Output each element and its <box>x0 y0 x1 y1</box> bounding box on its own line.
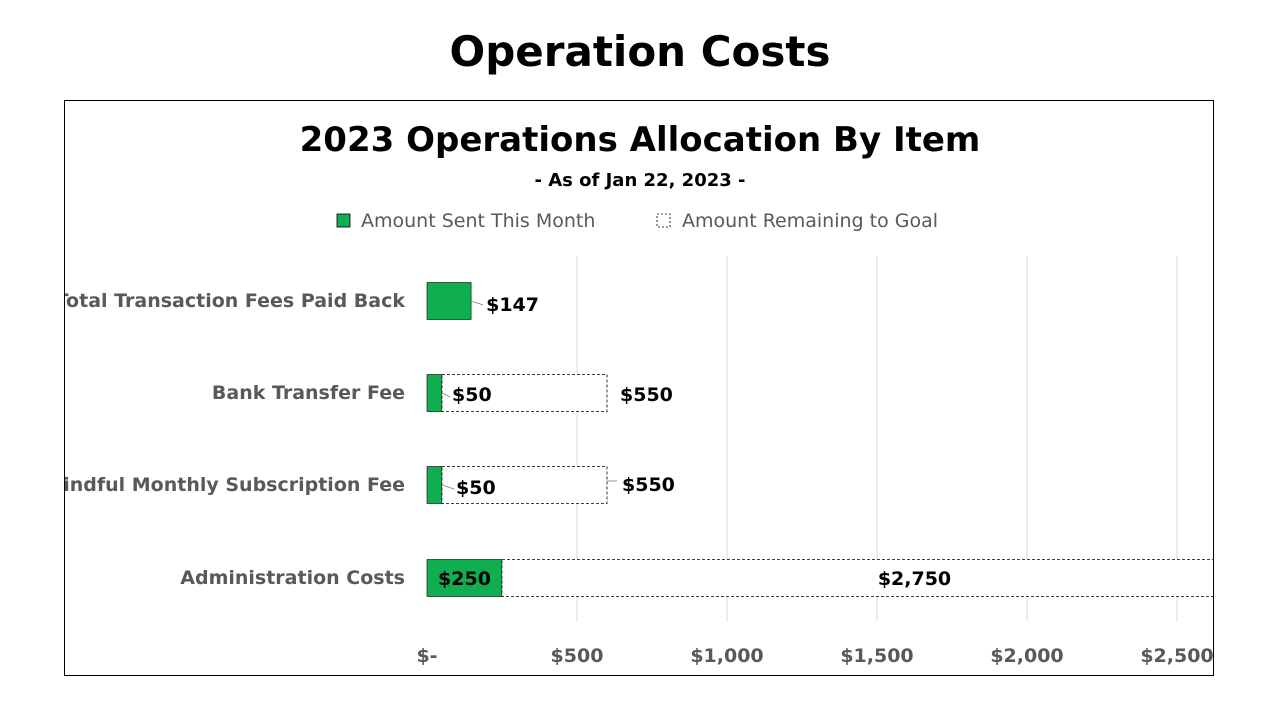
bar-sent <box>426 374 443 412</box>
data-label-sent: $147 <box>486 294 539 316</box>
data-label-remaining: $2,750 <box>878 568 951 590</box>
bar-sent <box>426 282 472 320</box>
page-title: Operation Costs <box>449 27 831 76</box>
bars <box>426 282 1213 597</box>
data-label-sent: $50 <box>456 477 496 499</box>
bar-remaining <box>441 466 608 504</box>
category-label: Administration Costs <box>180 567 405 589</box>
bar-remaining <box>501 559 1213 597</box>
leader-line <box>441 392 451 398</box>
category-labels: Total Transaction Fees Paid Back Bank Tra… <box>65 290 405 589</box>
bar-sent <box>426 559 503 597</box>
chart-svg: 2023 Operations Allocation By Item - As … <box>65 120 1213 667</box>
data-label-sent: $50 <box>452 384 492 406</box>
data-label-sent: $250 <box>438 568 491 590</box>
x-tick-label: $1,500 <box>840 645 913 667</box>
leader-line <box>470 300 484 306</box>
x-tick-label: $500 <box>551 645 604 667</box>
chart-subtitle: - As of Jan 22, 2023 - <box>534 170 745 191</box>
value-labels: $147 $50 $550 $50 $550 $250 $2,750 <box>438 294 951 590</box>
chart-frame: 2023 Operations Allocation By Item - As … <box>64 100 1214 676</box>
chart-title: 2023 Operations Allocation By Item <box>300 120 981 160</box>
x-tick-label: $1,000 <box>690 645 763 667</box>
x-tick-label: $2,500 <box>1140 645 1213 667</box>
category-label: Kindful Monthly Subscription Fee <box>65 474 405 496</box>
legend-label-remaining: Amount Remaining to Goal <box>682 210 938 232</box>
category-label: Bank Transfer Fee <box>212 382 405 404</box>
bar-remaining <box>441 374 608 412</box>
x-tick-label: $- <box>416 645 437 667</box>
bar-sent <box>426 466 443 504</box>
leader-line <box>441 484 455 490</box>
x-tick-labels: $-$500$1,000$1,500$2,000$2,500$3,000$3,5… <box>416 645 1213 667</box>
legend: Amount Sent This Month Amount Remaining t… <box>336 210 938 232</box>
x-tick-label: $2,000 <box>990 645 1063 667</box>
legend-marker-remaining <box>656 213 671 228</box>
data-label-remaining: $550 <box>620 384 673 406</box>
legend-marker-sent <box>336 213 351 228</box>
data-label-remaining: $550 <box>622 474 675 496</box>
category-label: Total Transaction Fees Paid Back <box>65 290 405 312</box>
legend-label-sent: Amount Sent This Month <box>361 210 595 232</box>
